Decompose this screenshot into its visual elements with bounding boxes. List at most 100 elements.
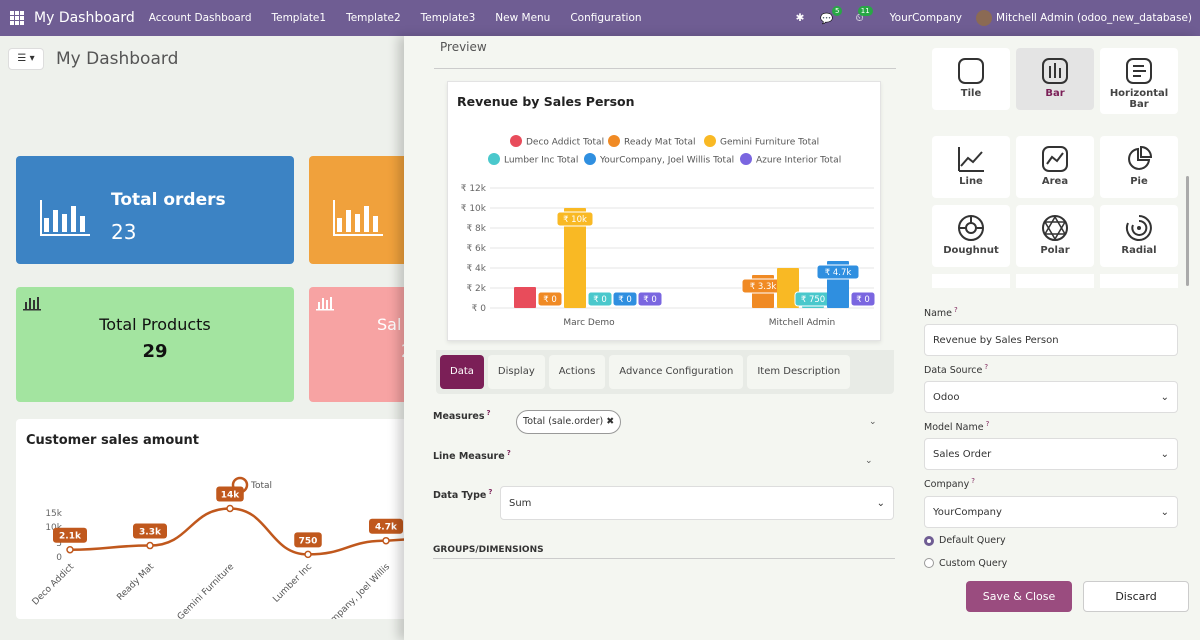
tab-data[interactable]: Data [440,355,484,389]
messages-icon[interactable]: 💬 5 [820,5,843,25]
dashboard-header: ☰ ▾ My Dashboard [8,48,178,70]
tile-label: Total orders [111,190,226,210]
chevron-down-icon[interactable]: ⌄ [865,456,873,466]
data-label: ₹ 0 [618,295,632,305]
bar-chart-icon [23,297,41,311]
radial-icon [1125,215,1152,241]
data-label: ₹ 0 [543,295,557,305]
bar-chart-icon [316,297,334,311]
bug-icon[interactable]: ✱ [795,12,805,24]
chart-type-doughnut[interactable]: Doughnut [932,205,1010,267]
apps-menu-icon[interactable] [10,11,24,25]
app-brand[interactable]: My Dashboard [34,10,135,26]
y-tick-label: ₹ 4k [466,264,486,274]
data-label-box [612,291,638,307]
scrollbar[interactable] [1186,176,1189,286]
y-tick-label: ₹ 10k [461,204,487,214]
line-chart-icon [958,147,984,172]
data-source-label: Data Source? [924,363,989,377]
save-close-button[interactable]: Save & Close [966,581,1072,612]
y-tick-label: 0 [56,553,62,563]
company-switcher[interactable]: YourCompany [889,12,963,24]
data-label-box [556,211,594,227]
polar-icon [1042,215,1068,241]
tile-total-products[interactable]: Total Products 29 [16,287,294,402]
chart-type-line[interactable]: Line [932,136,1010,198]
data-type-select[interactable]: Sum ⌄ [500,486,894,520]
legend-label: Ready Mat Total [624,138,696,148]
data-label: 4.7k [375,523,398,533]
data-label: 2.1k [59,532,82,542]
tab-actions[interactable]: Actions [548,355,606,389]
menu-account-dashboard[interactable]: Account Dashboard [148,12,252,24]
data-label: ₹ 0 [593,295,607,305]
default-query-radio[interactable]: Default Query [924,535,1006,546]
chart-type-radial[interactable]: Radial [1100,205,1178,267]
measure-chip[interactable]: Total (sale.order) ✖ [516,410,622,434]
tile-label: Total Products [99,315,211,334]
tab-display[interactable]: Display [487,355,545,389]
legend-label: YourCompany, Joel Willis Total [599,156,734,166]
menu-template1[interactable]: Template1 [271,12,327,24]
properties-panel: Tile Bar Horizontal Bar Line Area Pie Do… [924,36,1200,640]
x-tick-label: Marc Demo [563,318,615,328]
menu-new-menu[interactable]: New Menu [495,12,551,24]
data-label: ₹ 0 [643,295,657,305]
chart-type-tile[interactable]: Tile [932,48,1010,110]
data-label-box [587,291,613,307]
legend-swatch [608,135,620,147]
top-menu: Account Dashboard Template1 Template2 Te… [149,12,662,24]
chevron-down-icon[interactable]: ⌄ [869,417,877,427]
tab-advance-configuration[interactable]: Advance Configuration [609,355,744,389]
company-select[interactable]: YourCompany ⌄ [924,496,1178,528]
chevron-down-icon: ⌄ [1160,506,1169,518]
filter-dropdown-button[interactable]: ☰ ▾ [8,48,44,70]
bar [777,268,799,308]
legend-swatch [704,135,716,147]
page-title: My Dashboard [56,49,179,69]
model-name-select[interactable]: Sales Order ⌄ [924,438,1178,470]
chart-type-pie[interactable]: Pie [1100,136,1178,198]
data-label: ₹ 10k [563,215,587,225]
menu-configuration[interactable]: Configuration [570,12,642,24]
chart-type-bar[interactable]: Bar [1016,48,1094,110]
measures-label: Measures? [433,409,491,423]
data-label: 3.3k [139,528,162,538]
menu-template3[interactable]: Template3 [420,12,476,24]
data-label-box [133,523,167,539]
data-source-select[interactable]: Odoo ⌄ [924,381,1178,413]
chart-type-area[interactable]: Area [1016,136,1094,198]
caret-down-icon: ▾ [29,53,35,64]
doughnut-icon [958,215,984,241]
tile-total-orders[interactable]: Total orders 23 [16,156,294,264]
company-label: Company? [924,477,975,491]
activities-icon[interactable]: ⏲ 11 [855,5,873,25]
chevron-down-icon: ⌄ [876,497,885,509]
tile-pink[interactable]: Sal 2 [309,287,419,402]
chart-type-horizontal-bar[interactable]: Horizontal Bar [1100,48,1178,114]
user-menu[interactable]: Mitchell Admin (odoo_new_database) [976,10,1192,26]
divider [433,558,895,559]
y-tick-label: 10k [45,523,62,533]
y-tick-label: ₹ 2k [466,284,486,294]
horizontal-bar-icon [1126,58,1152,84]
revenue-bar-chart: Deco Addict Total Ready Mat Total Gemini F… [461,135,876,328]
preview-label: Preview [440,40,487,54]
legend-swatch [740,153,752,165]
y-tick-label: 15k [45,509,62,519]
name-label: Name? [924,306,958,320]
menu-template2[interactable]: Template2 [346,12,401,24]
tile-value: 23 [111,220,137,244]
data-type-label: Data Type? [433,488,493,502]
top-navbar: My Dashboard Account Dashboard Template1… [0,0,1200,36]
tile-label: Sal [377,315,402,334]
sliders-icon: ☰ [17,53,27,64]
chart-type-polar[interactable]: Polar [1016,205,1094,267]
tab-item-description[interactable]: Item Description [747,355,851,389]
groups-dimensions-label: GROUPS/DIMENSIONS [433,545,544,555]
name-input[interactable]: Revenue by Sales Person [924,324,1178,356]
custom-query-radio[interactable]: Custom Query [924,558,1007,568]
preview-chart: Revenue by Sales Person Deco Addict Tota… [447,81,881,341]
tile-orange[interactable] [309,156,419,264]
discard-button[interactable]: Discard [1083,581,1189,612]
